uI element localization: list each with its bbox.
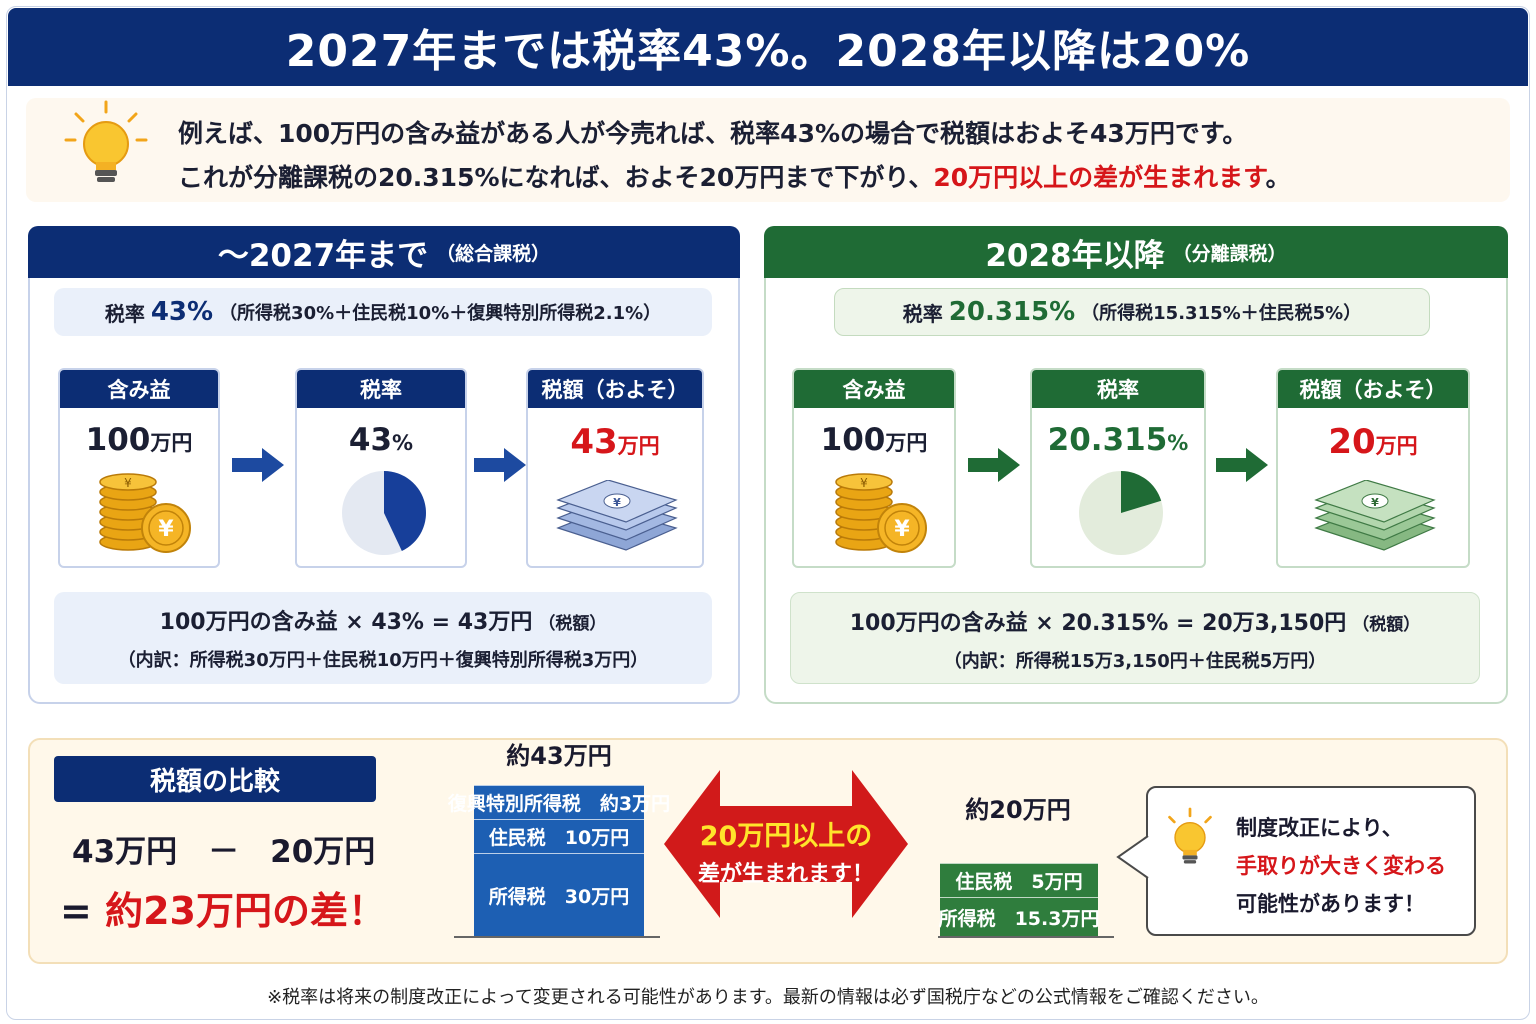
- svg-text:¥: ¥: [124, 476, 132, 490]
- arrow-right-icon: [1216, 448, 1268, 482]
- callout-box: [1146, 786, 1476, 936]
- callout-line-3: 可能性があります！: [1236, 892, 1425, 916]
- svg-text:¥: ¥: [613, 496, 621, 509]
- card-tax-2027: 税額（およそ） 43万円 ¥: [526, 368, 704, 568]
- bar-segment: 所得税 15.3万円: [939, 897, 1099, 936]
- coins-icon: ¥ ¥: [835, 473, 927, 553]
- card-rate-2027: 税率 43%: [295, 368, 467, 568]
- bar-segment: 住民税 5万円: [940, 863, 1098, 897]
- footnote: ※税率は将来の制度改正によって変更される可能性があります。最新の情報は必ず国税庁…: [267, 987, 1269, 1008]
- callout-line-2: 手取りが大きく変わる: [1236, 854, 1446, 878]
- svg-text:¥: ¥: [1371, 496, 1379, 509]
- intro-line-2: これが分離課税の20.315%になれば、およそ20万円まで下がり、20万円以上の…: [178, 163, 1291, 192]
- rate-pill-2028: 税率 20.315% （所得税15.315%＋住民税5%）: [834, 288, 1430, 336]
- callout-pointer: [1116, 835, 1149, 879]
- formula-2028: 100万円の含み益 × 20.315% = 20万3,150円 （税額） （内訳：…: [790, 592, 1480, 684]
- pie-chart-icon: [342, 471, 426, 555]
- page-title: 2027年までは税率43%。2028年以降は20%: [8, 8, 1528, 86]
- baseline: [454, 936, 660, 938]
- bar-segment: 所得税 30万円: [474, 853, 644, 936]
- formula-2027: 100万円の含み益 × 43% = 43万円 （税額） （内訳：所得税30万円＋住…: [54, 592, 712, 684]
- intro-box: [26, 98, 1510, 202]
- comparison-subtraction: 43万円 － 20万円: [72, 834, 376, 870]
- intro-highlight: 20万円以上の差が生まれます: [933, 163, 1266, 192]
- svg-text:¥: ¥: [158, 517, 174, 542]
- double-arrow-icon: [664, 770, 908, 918]
- lightbulb-icon: [1168, 807, 1212, 864]
- panel-until-2027-heading: ～2027年まで （総合課税）: [28, 226, 740, 278]
- card-rate-2028: 税率 20.315%: [1030, 368, 1206, 568]
- bar-segment: 復興特別所得税 約3万円: [448, 785, 670, 819]
- rate-pill-2027: 税率 43% （所得税30%＋住民税10%＋復興特別所得税2.1%）: [54, 288, 712, 336]
- callout-line-1: 制度改正により、: [1236, 816, 1403, 840]
- arrow-right-icon: [474, 448, 526, 482]
- difference-line-2: 差が生まれます！: [697, 862, 874, 887]
- bar-total-2027: 約43万円: [506, 742, 612, 770]
- card-tax-2028: 税額（およそ） 20万円 ¥: [1276, 368, 1470, 568]
- svg-text:¥: ¥: [894, 517, 910, 542]
- bar-segment: 住民税 10万円: [474, 819, 644, 853]
- difference-line-1: 20万円以上の: [699, 821, 873, 852]
- panel-from-2028-heading: 2028年以降 （分離課税）: [764, 226, 1508, 278]
- pie-chart-icon: [1079, 471, 1163, 555]
- card-gain-2027: 含み益 100万円 ¥ ¥: [58, 368, 220, 568]
- lightbulb-icon: [64, 100, 148, 182]
- arrow-right-icon: [968, 448, 1020, 482]
- intro-line-1: 例えば、100万円の含み益がある人が今売れば、税率43%の場合で税額はおよそ43…: [178, 119, 1248, 148]
- card-gain-2028: 含み益 100万円 ¥ ¥: [792, 368, 956, 568]
- baseline: [938, 936, 1114, 938]
- banknotes-icon: ¥: [556, 480, 678, 551]
- svg-text:¥: ¥: [860, 476, 868, 490]
- banknotes-icon: ¥: [1314, 480, 1436, 551]
- coins-icon: ¥ ¥: [99, 473, 191, 553]
- comparison-result: = 約23万円の差！: [60, 889, 386, 933]
- bar-total-2028: 約20万円: [965, 796, 1071, 824]
- comparison-title: 税額の比較: [54, 756, 376, 802]
- page-frame: [6, 6, 1530, 1020]
- arrow-right-icon: [232, 448, 284, 482]
